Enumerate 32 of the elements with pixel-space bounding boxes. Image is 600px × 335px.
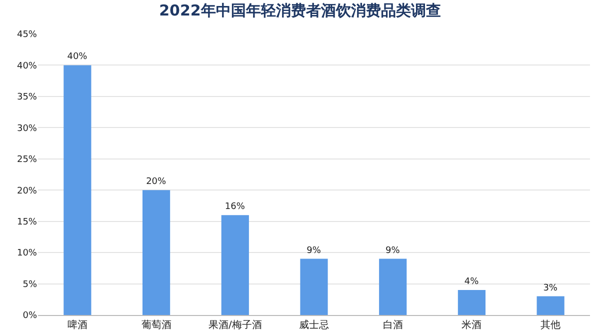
y-tick-label: 40% (16, 61, 38, 72)
bar (142, 190, 170, 315)
bar (379, 258, 407, 315)
x-tick-label: 啤酒 (67, 319, 88, 331)
y-tick-label: 30% (16, 124, 38, 134)
x-tick-label: 果酒/梅子酒 (208, 319, 262, 331)
bar (300, 258, 328, 315)
y-tick-label: 0% (22, 311, 38, 322)
data-label: 16% (224, 202, 246, 212)
y-tick-label: 20% (16, 186, 38, 196)
x-tick-label: 米酒 (462, 319, 482, 331)
bar (536, 296, 564, 315)
x-tick-label: 白酒 (382, 319, 403, 331)
x-tick-label: 葡萄酒 (141, 319, 172, 331)
chart-title: 2022年中国年轻消费者酒饮消费品类调查 (159, 2, 441, 20)
data-label: 3% (543, 283, 558, 294)
bar (221, 215, 249, 315)
y-tick-label: 45% (16, 30, 38, 40)
y-tick-label: 10% (16, 248, 38, 259)
y-tick-label: 25% (16, 155, 38, 166)
x-tick-label: 其他 (540, 319, 561, 331)
x-tick-label: 威士忌 (299, 319, 329, 331)
y-tick-label: 5% (22, 280, 38, 290)
bar (64, 65, 92, 315)
data-label: 9% (306, 246, 322, 256)
data-label: 20% (146, 177, 167, 188)
data-label: 9% (385, 246, 400, 256)
bar (458, 290, 486, 315)
data-label: 40% (67, 52, 88, 62)
data-label: 4% (464, 277, 480, 288)
y-tick-label: 15% (16, 217, 38, 228)
y-tick-label: 35% (16, 92, 38, 103)
